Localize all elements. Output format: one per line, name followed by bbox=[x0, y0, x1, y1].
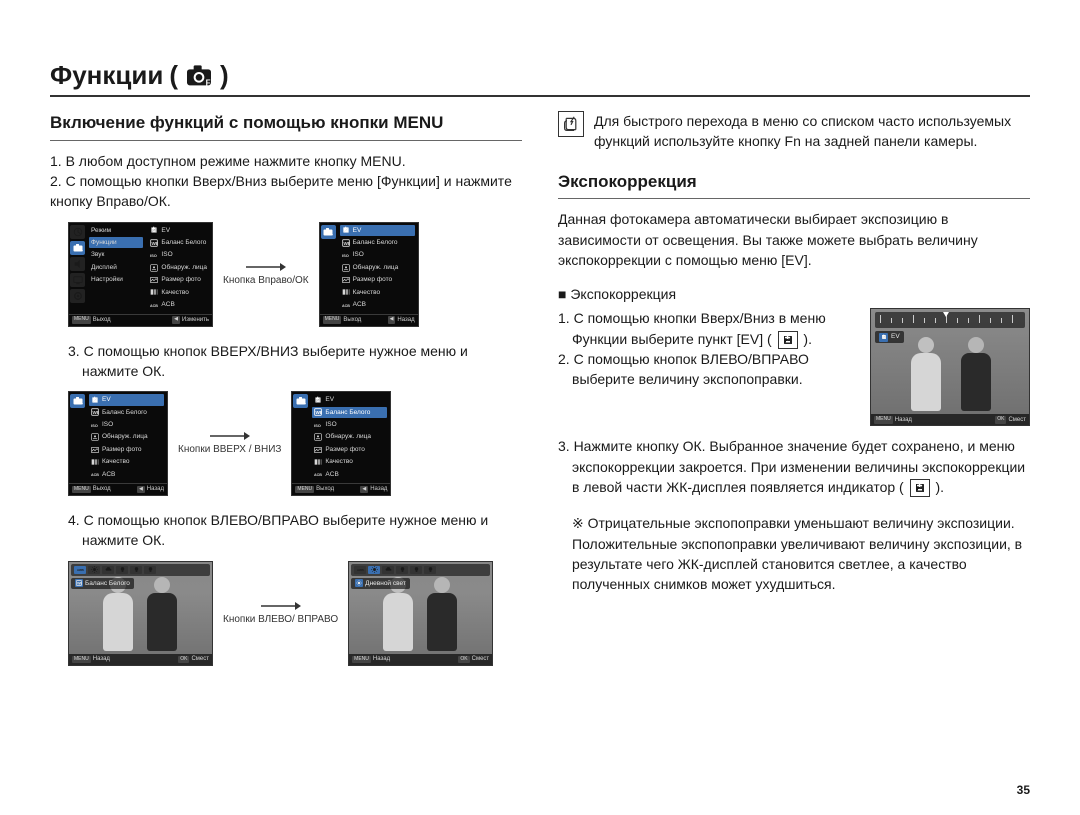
arrow-2: Кнопки ВВЕРХ / ВНИЗ bbox=[178, 431, 281, 456]
mi-iso: ISO bbox=[148, 249, 209, 260]
left-step-1: 1. В любом доступном режиме нажмите кноп… bbox=[50, 151, 522, 171]
tab-mode bbox=[70, 225, 85, 239]
label-display: Дисплей bbox=[89, 262, 143, 273]
left-step-4: 4. С помощью кнопок ВЛЕВО/ВПРАВО выберит… bbox=[68, 510, 522, 551]
screens-row-3: Баланс Белого MENUНазадOKСмест Кнопки ВЛ… bbox=[68, 561, 522, 666]
right-intro: Данная фотокамера автоматически выбирает… bbox=[558, 209, 1030, 270]
photo-label-wb: Баланс Белого bbox=[71, 578, 134, 589]
menu-screen-narrow-ev: EV Баланс Белого ISO Обнаруж. лица Разме… bbox=[319, 222, 419, 327]
arrow-3-label: Кнопки ВЛЕВО/ ВПРАВО bbox=[223, 614, 338, 626]
mi-wb: Баланс Белого bbox=[148, 237, 209, 248]
label-mode: Режим bbox=[89, 225, 143, 236]
label-sound: Звук bbox=[89, 249, 143, 260]
label-settings: Настройки bbox=[89, 274, 143, 285]
wb-opt-awb bbox=[74, 566, 86, 574]
label-func: Функции bbox=[89, 237, 143, 248]
menu-screen-full: Режим Функции Звук Дисплей Настройки EV … bbox=[68, 222, 213, 327]
ev-scale-bar bbox=[875, 312, 1025, 328]
title-text: Функции bbox=[50, 60, 163, 91]
arrow-1: Кнопка Вправо/ОК bbox=[223, 262, 309, 287]
ev-inline-icon-1 bbox=[778, 331, 798, 349]
right-note: ※ Отрицательные экспопоправки уменьшают … bbox=[572, 513, 1030, 594]
mi-size: Размер фото bbox=[148, 274, 209, 285]
screens-row-2: EV Баланс Белого ISO Обнаруж. лица Разме… bbox=[68, 391, 522, 496]
left-column: Включение функций с помощью кнопки MENU … bbox=[50, 111, 522, 680]
wb-opt-awb-2 bbox=[354, 566, 366, 574]
camera-fn-icon bbox=[184, 64, 214, 88]
left-step-3: 3. С помощью кнопок ВВЕРХ/ВНИЗ выберите … bbox=[68, 341, 522, 382]
left-step-2: 2. С помощью кнопки Вверх/Вниз выберите … bbox=[50, 171, 522, 212]
tab-display bbox=[70, 273, 85, 287]
wb-opt-bulb2 bbox=[130, 566, 142, 574]
tab-functions-2 bbox=[321, 225, 336, 239]
photo-screen-awb: Баланс Белого MENUНазадOKСмест bbox=[68, 561, 213, 666]
menu-screen-wb: EV Баланс Белого ISO Обнаруж. лица Разме… bbox=[291, 391, 391, 496]
photo-label-day: Дневной свет bbox=[351, 578, 410, 589]
tip-box: Для быстрого перехода в меню со списком … bbox=[558, 111, 1030, 152]
mi-acb: ACB bbox=[148, 299, 209, 310]
ev-inline-icon-2 bbox=[910, 479, 930, 497]
tab-functions bbox=[70, 241, 85, 255]
tip-text: Для быстрого перехода в меню со списком … bbox=[594, 111, 1030, 152]
ev-pointer-icon bbox=[943, 312, 949, 317]
title-paren-open: ( bbox=[169, 60, 178, 91]
foot-exit: Выход bbox=[93, 316, 111, 325]
wb-opt-cloud bbox=[102, 566, 114, 574]
right-heading: Экспокоррекция bbox=[558, 170, 1030, 200]
wb-opt-sun bbox=[88, 566, 100, 574]
mi-ev-hl: EV bbox=[340, 225, 415, 236]
wb-opt-sun-2 bbox=[368, 566, 380, 574]
wb-opt-bulb3 bbox=[144, 566, 156, 574]
ev-scale-label: EV bbox=[875, 331, 904, 342]
mi-ev: EV bbox=[148, 225, 209, 236]
photo-screen-daylight: Дневной свет MENUНазадOKСмест bbox=[348, 561, 493, 666]
page-number: 35 bbox=[1017, 783, 1030, 797]
right-bullet: ■ Экспокоррекция bbox=[558, 284, 1030, 304]
left-heading: Включение функций с помощью кнопки MENU bbox=[50, 111, 522, 141]
arrow-3: Кнопки ВЛЕВО/ ВПРАВО bbox=[223, 601, 338, 626]
mi-qual: Качество bbox=[148, 287, 209, 298]
ev-scale-screen: EV MENUНазадOKСмест bbox=[870, 308, 1030, 426]
arrow-2-label: Кнопки ВВЕРХ / ВНИЗ bbox=[178, 444, 281, 456]
foot-edit: Изменить bbox=[182, 316, 209, 325]
right-column: Для быстрого перехода в меню со списком … bbox=[558, 111, 1030, 680]
tab-settings bbox=[70, 289, 85, 303]
screens-row-1: Режим Функции Звук Дисплей Настройки EV … bbox=[68, 222, 522, 327]
wb-opt-bulb1 bbox=[116, 566, 128, 574]
page-title: Функции ( ) bbox=[50, 60, 1030, 97]
title-paren-close: ) bbox=[220, 60, 229, 91]
right-step-3: 3. Нажмите кнопку ОК. Выбранное значение… bbox=[572, 436, 1030, 497]
note-icon bbox=[558, 111, 584, 137]
mi-face: Обнаруж. лица bbox=[148, 262, 209, 273]
arrow-1-label: Кнопка Вправо/ОК bbox=[223, 275, 309, 287]
menu-screen-ev2: EV Баланс Белого ISO Обнаруж. лица Разме… bbox=[68, 391, 168, 496]
tab-sound bbox=[70, 257, 85, 271]
